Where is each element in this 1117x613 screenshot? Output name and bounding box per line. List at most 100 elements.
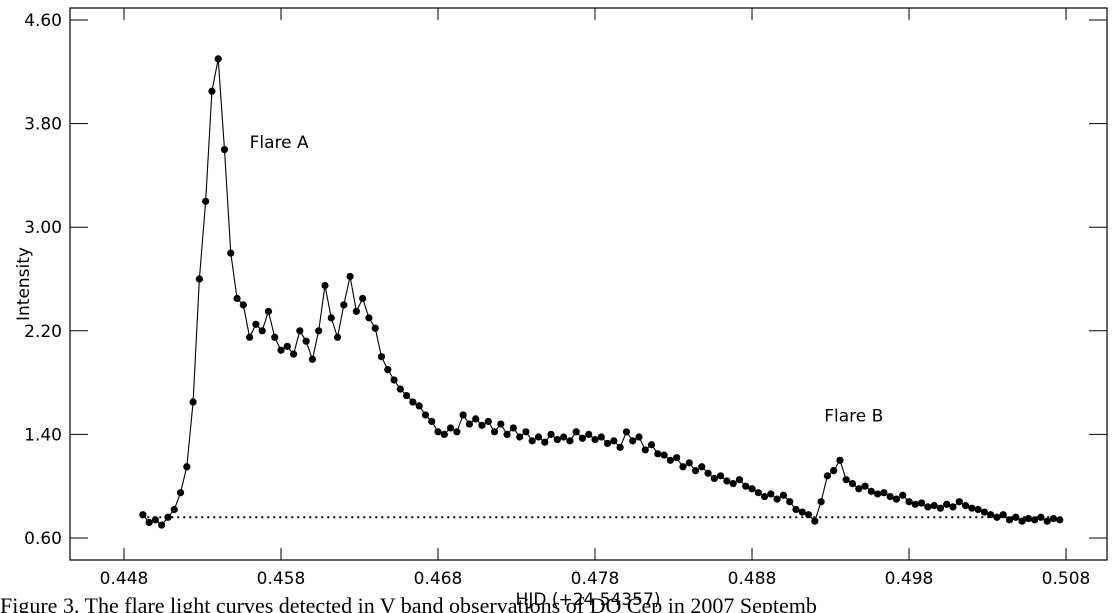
- data-point: [673, 454, 681, 462]
- annotation: Flare A: [250, 133, 309, 153]
- y-tick-label: 1.40: [24, 425, 62, 445]
- data-point: [641, 446, 649, 454]
- data-point: [534, 433, 543, 441]
- data-point: [472, 415, 480, 423]
- y-tick-label: 2.20: [24, 322, 62, 342]
- data-point: [723, 477, 731, 485]
- data-point: [522, 428, 530, 436]
- data-point: [346, 272, 354, 281]
- light-curve: [142, 58, 1060, 526]
- data-point: [296, 327, 304, 335]
- data-point: [760, 492, 769, 501]
- data-point: [842, 476, 850, 484]
- data-point: [792, 505, 800, 514]
- data-point: [698, 463, 706, 471]
- data-point: [440, 430, 448, 438]
- data-point: [421, 411, 430, 419]
- data-point: [585, 430, 593, 438]
- data-point: [252, 320, 260, 328]
- data-point: [560, 433, 568, 441]
- data-point: [622, 428, 631, 436]
- data-point: [861, 482, 869, 490]
- data-point: [660, 451, 668, 459]
- x-tick-label: 0.508: [1042, 569, 1091, 589]
- x-tick-label: 0.478: [571, 569, 620, 589]
- plot-frame: [69, 7, 1108, 561]
- data-point: [742, 482, 750, 490]
- data-point: [271, 333, 279, 341]
- data-point: [547, 430, 555, 438]
- data-point: [497, 420, 505, 428]
- data-point: [283, 342, 291, 350]
- y-axis-label: Intensity: [14, 247, 34, 321]
- data-point: [164, 513, 172, 521]
- data-point: [591, 435, 599, 444]
- data-point: [578, 434, 587, 442]
- data-point: [968, 504, 976, 512]
- data-point: [428, 417, 436, 426]
- data-point: [936, 504, 945, 512]
- data-point: [679, 463, 687, 471]
- data-point: [961, 502, 970, 510]
- data-point: [880, 489, 888, 497]
- data-point: [176, 489, 185, 497]
- data-point: [779, 491, 788, 499]
- data-point: [189, 398, 197, 406]
- data-point: [371, 324, 379, 332]
- data-point: [1005, 516, 1014, 524]
- data-point: [484, 417, 492, 426]
- data-point: [917, 499, 926, 507]
- data-point: [786, 498, 794, 506]
- data-point: [459, 411, 467, 419]
- data-point: [377, 353, 386, 361]
- data-point: [729, 480, 737, 488]
- data-point: [390, 376, 398, 384]
- x-tick-label: 0.488: [728, 569, 777, 589]
- data-point: [899, 491, 907, 499]
- data-point: [572, 428, 580, 436]
- x-tick-label: 0.468: [414, 569, 463, 589]
- data-point: [384, 366, 392, 374]
- y-tick-label: 3.80: [24, 115, 62, 135]
- data-point: [1056, 516, 1064, 524]
- data-point: [195, 275, 203, 283]
- data-point: [867, 487, 875, 495]
- data-point: [264, 307, 273, 315]
- data-point: [465, 420, 474, 428]
- data-point: [446, 424, 455, 432]
- data-point: [553, 435, 561, 444]
- data-point: [1037, 513, 1045, 521]
- data-point: [327, 314, 335, 322]
- y-tick-label: 0.60: [24, 529, 62, 549]
- data-point: [403, 391, 411, 400]
- data-point: [924, 503, 932, 511]
- data-point: [333, 333, 342, 341]
- data-point: [453, 428, 461, 436]
- data-point: [685, 459, 693, 467]
- data-point: [434, 428, 442, 436]
- data-point: [974, 505, 982, 514]
- data-point: [415, 402, 423, 410]
- data-point: [603, 439, 612, 448]
- data-point: [208, 87, 216, 95]
- data-point: [214, 55, 222, 63]
- data-point: [277, 346, 285, 354]
- data-point: [654, 450, 662, 458]
- data-point: [855, 485, 863, 493]
- data-point: [848, 480, 857, 488]
- data-point: [717, 472, 725, 480]
- data-point: [1018, 517, 1026, 525]
- data-point: [905, 498, 913, 506]
- data-point: [993, 513, 1001, 521]
- data-point: [1049, 514, 1058, 523]
- data-point: [302, 337, 310, 345]
- data-point: [365, 314, 373, 322]
- data-point: [943, 500, 951, 508]
- data-point: [635, 433, 643, 441]
- data-point: [566, 437, 574, 445]
- data-point: [139, 511, 147, 519]
- data-point: [340, 301, 348, 309]
- data-point: [817, 498, 825, 506]
